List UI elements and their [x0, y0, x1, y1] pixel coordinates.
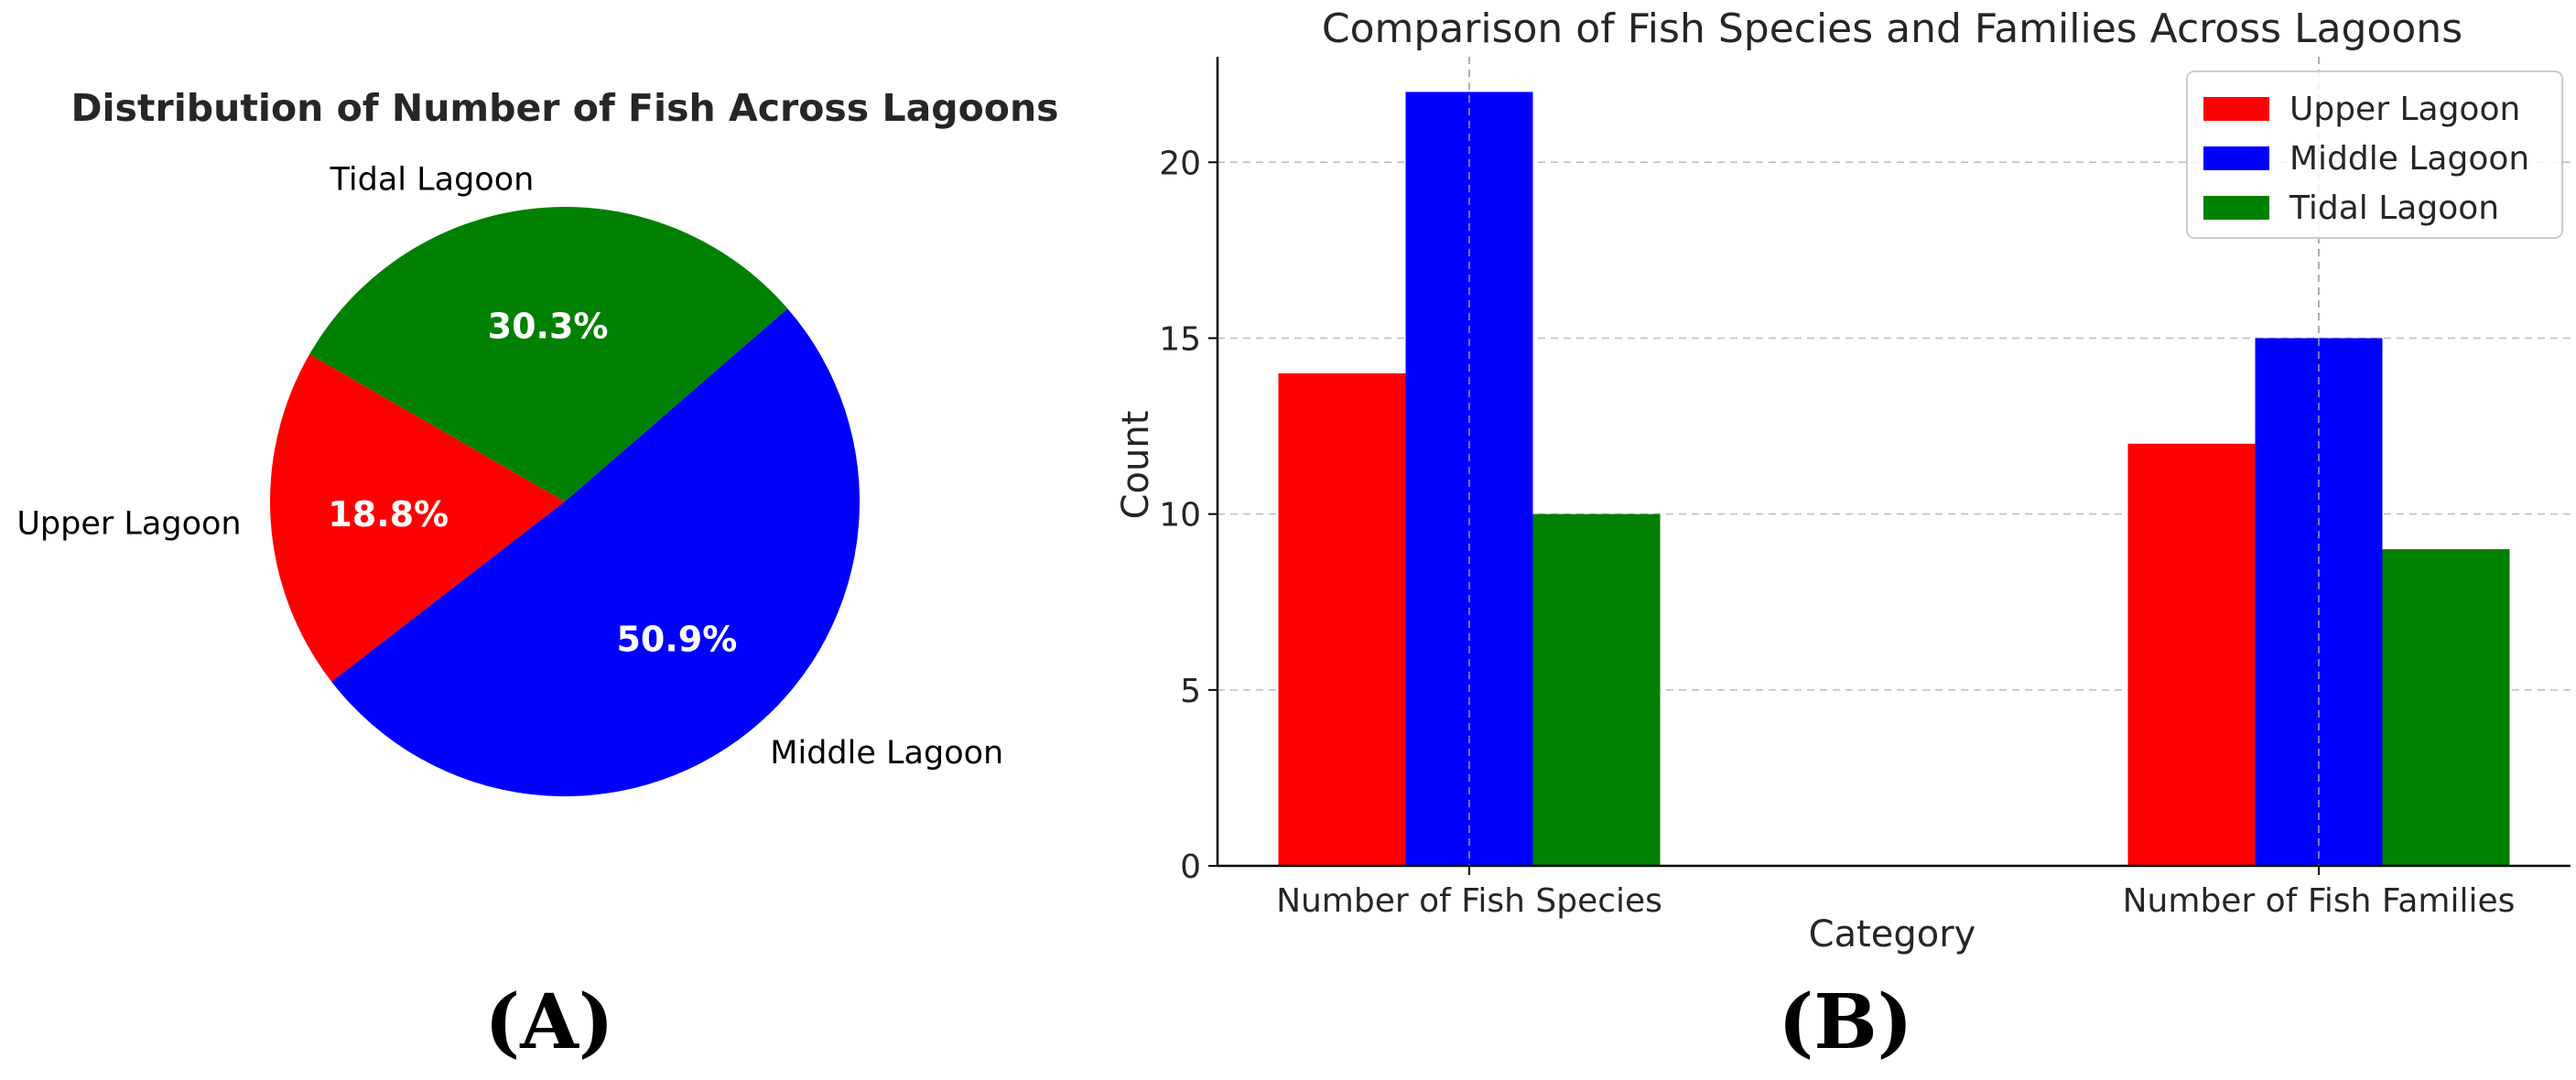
legend-swatch-tidal-lagoon: [2203, 196, 2269, 220]
legend: Upper Lagoon Middle Lagoon Tidal Lagoon: [2186, 70, 2563, 239]
bar-tidal-lagoon-number-of-fish-families: [2382, 549, 2510, 866]
y-tick-label-15: 15: [1159, 320, 1201, 358]
legend-box: [2186, 70, 2563, 239]
bar-ticks: 0 5 10 15 20 Number of Fish Species Number of …: [1159, 145, 2515, 920]
x-tick-label-number-of-fish-families: Number of Fish Families: [2123, 882, 2516, 920]
x-axis-label: Category: [1809, 913, 1976, 956]
legend-swatch-middle-lagoon: [2203, 146, 2269, 170]
bar-panel: Comparison of Fish Species and Families …: [1115, 5, 2571, 956]
bar-bars: [1278, 57, 2510, 866]
y-axis-label: Count: [1115, 411, 1157, 520]
legend-label-middle-lagoon: Middle Lagoon: [2289, 140, 2529, 178]
pie-slice-tidal-lagoon: [309, 207, 788, 502]
y-tick-label-10: 10: [1159, 497, 1201, 535]
pie-slices: [270, 207, 860, 797]
pie-title: Distribution of Number of Fish Across La…: [70, 86, 1058, 130]
pie-panel: Distribution of Number of Fish Across La…: [16, 86, 1059, 797]
y-tick-label-0: 0: [1180, 848, 1201, 886]
legend-label-tidal-lagoon: Tidal Lagoon: [2289, 189, 2499, 227]
pie-label-upper-lagoon: Upper Lagoon: [16, 506, 241, 543]
bar-tidal-lagoon-number-of-fish-species: [1532, 513, 1661, 866]
panel-label-a: (A): [484, 978, 613, 1066]
pie-label-tidal-lagoon: Tidal Lagoon: [330, 161, 535, 198]
y-tick-label-20: 20: [1159, 145, 1201, 182]
bar-upper-lagoon-number-of-fish-species: [1278, 373, 1406, 866]
bar-title: Comparison of Fish Species and Families …: [1322, 5, 2462, 52]
panel-label-b: (B): [1779, 978, 1913, 1066]
pie-texts: 18.8% Upper Lagoon 50.9% Middle Lagoon 30.3%…: [16, 161, 1003, 772]
pie-slice-middle-lagoon: [331, 308, 860, 797]
y-tick-label-5: 5: [1180, 673, 1201, 710]
legend-label-upper-lagoon: Upper Lagoon: [2289, 91, 2520, 128]
pie-label-middle-lagoon: Middle Lagoon: [770, 735, 1003, 772]
pie-slice-upper-lagoon: [270, 354, 565, 682]
pie-percent-upper-lagoon: 18.8%: [328, 494, 449, 535]
pie-percent-tidal-lagoon: 30.3%: [488, 307, 609, 347]
pie-percent-middle-lagoon: 50.9%: [616, 620, 737, 660]
bar-axes: [1216, 57, 2571, 868]
x-tick-label-number-of-fish-species: Number of Fish Species: [1276, 882, 1662, 920]
legend-swatch-upper-lagoon: [2203, 97, 2269, 121]
bar-upper-lagoon-number-of-fish-families: [2127, 443, 2256, 866]
